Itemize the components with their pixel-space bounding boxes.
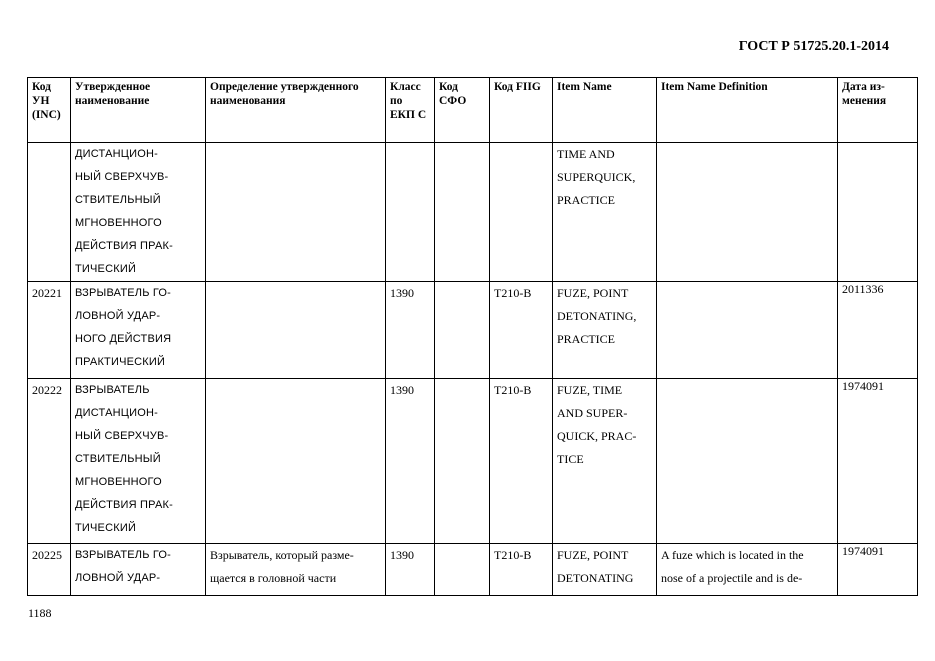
header-sfo: Код СФО: [434, 77, 490, 143]
cell-class: 1390: [385, 543, 435, 596]
header-change-date: Дата из- менения: [837, 77, 918, 143]
cell-date: 1974091: [837, 543, 918, 596]
cell-sfo: [434, 281, 490, 379]
table-row: 20225 ВЗРЫВАТЕЛЬ ГО- ЛОВНОЙ УДАР- Взрывате…: [27, 543, 918, 596]
document-title: ГОСТ Р 51725.20.1-2014: [738, 39, 889, 54]
header-fiig: Код FIIG: [489, 77, 553, 143]
cell-definition: Взрыватель, который разме- щается в голо…: [205, 543, 386, 596]
cell-fiig: T210-B: [489, 543, 553, 596]
cell-name: ВЗРЫВАТЕЛЬ ГО- ЛОВНОЙ УДАР- НОГО ДЕЙСТВИ…: [70, 281, 206, 379]
cell-definition: [205, 378, 386, 544]
cell-item-def: A fuze which is located in the nose of a…: [656, 543, 838, 596]
cell-fiig: T210-B: [489, 281, 553, 379]
cell-item-def: [656, 142, 838, 282]
cell-item-name: FUZE, TIME AND SUPER- QUICK, PRAC- TICE: [552, 378, 657, 544]
cell-item-name: FUZE, POINT DETONATING, PRACTICE: [552, 281, 657, 379]
table-row: 20222 ВЗРЫВАТЕЛЬ ДИСТАНЦИОН- НЫЙ СВЕРХЧУВ…: [27, 378, 918, 544]
cell-inc: [27, 142, 71, 282]
table-header-row: Код УН (INC) Утвержденное наименование Опр…: [27, 77, 918, 143]
cell-inc: 20225: [27, 543, 71, 596]
cell-item-name: FUZE, POINT DETONATING: [552, 543, 657, 596]
header-item-definition: Item Name Definition: [656, 77, 838, 143]
cell-item-def: [656, 281, 838, 379]
cell-definition: [205, 281, 386, 379]
header-approved-name: Утвержденное наименование: [70, 77, 206, 143]
cell-name: ВЗРЫВАТЕЛЬ ДИСТАНЦИОН- НЫЙ СВЕРХЧУВ- СТВ…: [70, 378, 206, 544]
cell-sfo: [434, 142, 490, 282]
table-row: ДИСТАНЦИОН- НЫЙ СВЕРХЧУВ- СТВИТЕЛЬНЫЙ МГ…: [27, 142, 918, 282]
header-class: Класс по ЕКП С: [385, 77, 435, 143]
cell-sfo: [434, 543, 490, 596]
cell-item-def: [656, 378, 838, 544]
header-inc: Код УН (INC): [27, 77, 71, 143]
page-number: 1188: [28, 606, 52, 620]
header-definition: Определение утвержденного наименования: [205, 77, 386, 143]
header-item-name: Item Name: [552, 77, 657, 143]
cell-inc: 20222: [27, 378, 71, 544]
cell-date: 1974091: [837, 378, 918, 544]
item-table: Код УН (INC) Утвержденное наименование Опр…: [27, 77, 918, 596]
cell-sfo: [434, 378, 490, 544]
cell-item-name: TIME AND SUPERQUICK, PRACTICE: [552, 142, 657, 282]
cell-class: [385, 142, 435, 282]
cell-date: [837, 142, 918, 282]
table-row: 20221 ВЗРЫВАТЕЛЬ ГО- ЛОВНОЙ УДАР- НОГО ДЕ…: [27, 281, 918, 379]
cell-class: 1390: [385, 378, 435, 544]
cell-fiig: [489, 142, 553, 282]
cell-definition: [205, 142, 386, 282]
cell-name: ВЗРЫВАТЕЛЬ ГО- ЛОВНОЙ УДАР-: [70, 543, 206, 596]
cell-class: 1390: [385, 281, 435, 379]
cell-name: ДИСТАНЦИОН- НЫЙ СВЕРХЧУВ- СТВИТЕЛЬНЫЙ МГ…: [70, 142, 206, 282]
cell-inc: 20221: [27, 281, 71, 379]
cell-date: 2011336: [837, 281, 918, 379]
cell-fiig: T210-B: [489, 378, 553, 544]
